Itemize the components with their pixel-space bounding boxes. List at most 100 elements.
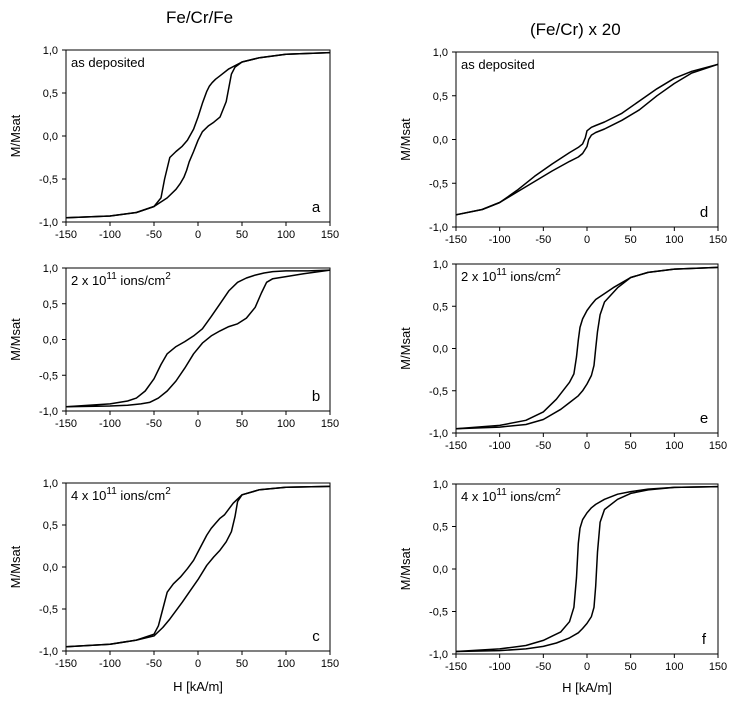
y-tick-label: -0,5 — [39, 604, 58, 616]
y-tick-label: 0,0 — [433, 135, 448, 147]
x-tick-label: -100 — [99, 418, 121, 430]
y-tick-label: -0,5 — [39, 370, 58, 382]
x-tick-label: 50 — [625, 440, 637, 452]
plot-frame — [455, 263, 719, 434]
x-tick-label: 150 — [321, 658, 339, 670]
y-tick-label: -0,5 — [429, 178, 448, 190]
hysteresis-branch-ascending — [455, 485, 719, 653]
x-tick-label: 0 — [584, 234, 590, 246]
x-axis-label: H [kA/m] — [173, 679, 223, 694]
x-tick-label: 150 — [709, 440, 727, 452]
x-tick-label: 0 — [195, 418, 201, 430]
hysteresis-branch-ascending — [455, 266, 719, 430]
x-tick-label: -150 — [55, 229, 77, 241]
panel-annotation: as deposited — [461, 57, 535, 72]
x-tick-label: 150 — [709, 661, 727, 673]
x-tick-label: -50 — [535, 234, 551, 246]
y-tick-label: -0,5 — [429, 607, 448, 619]
x-tick-label: -50 — [146, 418, 162, 430]
x-tick-label: -150 — [445, 661, 467, 673]
x-tick-label: 50 — [625, 661, 637, 673]
y-tick-label: 1,0 — [43, 263, 58, 275]
y-tick-label: -1,0 — [39, 217, 58, 229]
x-tick-label: -100 — [99, 658, 121, 670]
x-tick-label: 50 — [236, 229, 248, 241]
x-tick-label: 100 — [665, 440, 683, 452]
y-axis-label: M/Msat — [398, 327, 413, 370]
chart-panel-d: 1,0 0,5 0,0 -0,5 -1,0-150 -100 -50 0 50 100 150 M/M… — [398, 47, 727, 246]
x-tick-label: -50 — [146, 229, 162, 241]
y-tick-label: 0,0 — [43, 562, 58, 574]
plot-frame — [455, 51, 719, 228]
y-tick-label: 0,5 — [43, 88, 58, 100]
x-tick-label: -100 — [489, 440, 511, 452]
panel-annotation: as deposited — [71, 55, 145, 70]
x-tick-label: 100 — [665, 234, 683, 246]
y-tick-label: -1,0 — [429, 649, 448, 661]
x-tick-label: 150 — [321, 229, 339, 241]
x-tick-label: -150 — [445, 440, 467, 452]
x-tick-label: -100 — [489, 234, 511, 246]
y-axis-label: M/Msat — [8, 114, 23, 157]
panel-label: d — [700, 204, 708, 221]
x-tick-label: 150 — [709, 234, 727, 246]
y-tick-label: 0,5 — [43, 520, 58, 532]
y-tick-label: 0,0 — [43, 335, 58, 347]
x-axis-label: H [kA/m] — [562, 680, 612, 695]
x-tick-label: -100 — [99, 229, 121, 241]
y-tick-label: 1,0 — [433, 47, 448, 59]
hysteresis-branch-descending — [65, 485, 331, 648]
panel-annotation: 4 x 1011 ions/cm2 — [71, 486, 171, 503]
panel-label: f — [702, 631, 707, 648]
hysteresis-branch-ascending — [65, 485, 331, 648]
plot-frame — [65, 482, 331, 652]
chart-panel-e: 1,0 0,5 0,0 -0,5 -1,0-150 -100 -50 0 50 100 150 M/M… — [398, 259, 727, 452]
hysteresis-branch-ascending — [65, 269, 331, 408]
y-tick-label: 0,5 — [433, 301, 448, 313]
chart-panel-a: 1,0 0,5 0,0 -0,5 -1,0-150 -100 -50 0 50 100 150 M/M… — [8, 45, 339, 241]
panel-label: b — [312, 388, 320, 405]
y-axis-label: M/Msat — [398, 547, 413, 590]
x-tick-label: 0 — [195, 229, 201, 241]
chart-panel-c: 1,0 0,5 0,0 -0,5 -1,0-150 -100 -50 0 50 100 150 M/M… — [8, 478, 339, 694]
x-tick-label: 100 — [277, 658, 295, 670]
x-tick-label: 50 — [625, 234, 637, 246]
hysteresis-branch-descending — [455, 63, 719, 216]
y-axis-label: M/Msat — [398, 118, 413, 161]
panel-label: c — [312, 628, 320, 645]
x-tick-label: -50 — [146, 658, 162, 670]
x-tick-label: -150 — [55, 658, 77, 670]
hysteresis-branch-descending — [65, 51, 331, 219]
x-tick-label: 50 — [236, 418, 248, 430]
y-tick-label: 0,5 — [43, 299, 58, 311]
y-tick-label: -1,0 — [429, 222, 448, 234]
y-tick-label: 1,0 — [433, 259, 448, 271]
y-tick-label: 0,0 — [433, 344, 448, 356]
column-title-right: (Fe/Cr) x 20 — [530, 20, 621, 39]
hysteresis-branch-descending — [455, 266, 719, 430]
panel-annotation: 4 x 1011 ions/cm2 — [461, 487, 561, 504]
y-tick-label: 1,0 — [43, 478, 58, 490]
hysteresis-branch-descending — [65, 269, 331, 408]
x-tick-label: 0 — [195, 658, 201, 670]
panel-label: a — [312, 199, 321, 216]
y-tick-label: 0,5 — [433, 91, 448, 103]
plot-frame — [65, 267, 331, 412]
chart-panel-b: 1,0 0,5 0,0 -0,5 -1,0-150 -100 -50 0 50 100 150 M/M… — [8, 263, 339, 430]
panel-annotation: 2 x 1011 ions/cm2 — [461, 267, 561, 284]
y-tick-label: 1,0 — [433, 479, 448, 491]
x-tick-label: 100 — [277, 229, 295, 241]
y-tick-label: 0,5 — [433, 522, 448, 534]
y-axis-label: M/Msat — [8, 318, 23, 361]
x-tick-label: -50 — [535, 661, 551, 673]
x-tick-label: -150 — [445, 234, 467, 246]
x-tick-label: 0 — [584, 440, 590, 452]
x-tick-label: -100 — [489, 661, 511, 673]
hysteresis-branch-ascending — [65, 51, 331, 219]
hysteresis-branch-ascending — [455, 63, 719, 216]
y-tick-label: 1,0 — [43, 45, 58, 57]
x-tick-label: 100 — [277, 418, 295, 430]
y-tick-label: -1,0 — [429, 428, 448, 440]
column-title-left: Fe/Cr/Fe — [166, 8, 234, 27]
x-tick-label: 50 — [236, 658, 248, 670]
